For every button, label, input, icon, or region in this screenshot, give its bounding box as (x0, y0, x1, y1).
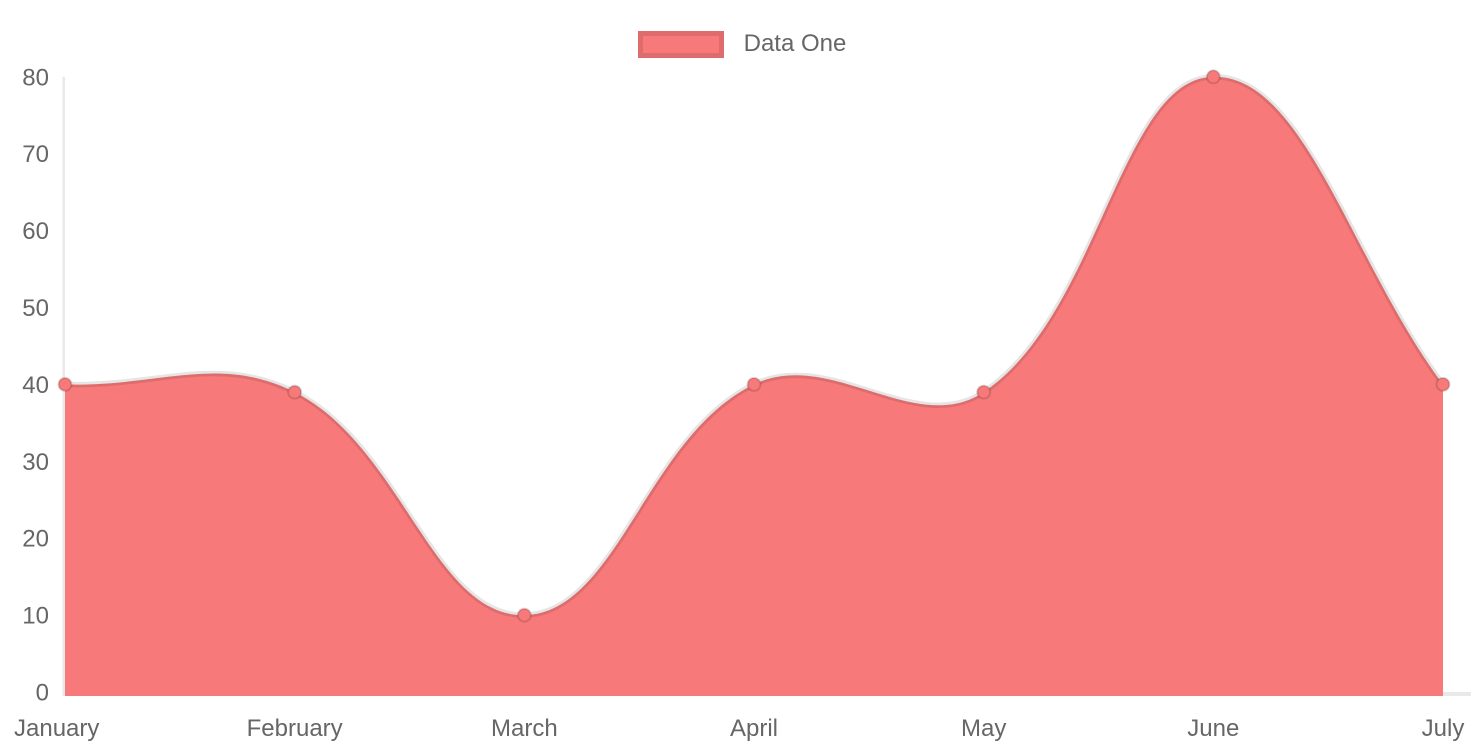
legend-label: Data One (743, 30, 847, 57)
data-point-may[interactable] (976, 384, 992, 400)
data-point-july[interactable] (1435, 376, 1451, 392)
data-point-february[interactable] (287, 384, 303, 400)
legend: Data One (0, 30, 1484, 58)
x-tick-label: June (1187, 715, 1239, 742)
y-tick-label: 50 (22, 295, 49, 322)
y-tick-label: 70 (22, 141, 49, 168)
x-tick-label: May (961, 715, 1006, 742)
x-tick-label: March (491, 715, 558, 742)
y-tick-label: 40 (22, 372, 49, 399)
y-tick-label: 10 (22, 603, 49, 630)
y-tick-label: 60 (22, 218, 49, 245)
data-points (57, 69, 1451, 623)
data-point-january[interactable] (57, 376, 73, 392)
legend-item-data-one[interactable]: Data One (637, 30, 847, 58)
y-tick-label: 0 (36, 680, 49, 707)
tick-labels: 0 10 20 30 40 50 60 70 80 January February March Apr… (14, 64, 1464, 742)
x-tick-label: April (730, 715, 778, 742)
legend-swatch-icon (637, 30, 724, 58)
y-tick-label: 30 (22, 449, 49, 476)
x-tick-label: January (14, 715, 99, 742)
data-point-april[interactable] (746, 376, 762, 392)
y-tick-label: 80 (22, 64, 49, 91)
y-tick-label: 20 (22, 526, 49, 553)
data-point-march[interactable] (516, 607, 532, 623)
data-point-june[interactable] (1205, 69, 1221, 85)
x-tick-label: July (1422, 715, 1465, 742)
series-line (62, 74, 1446, 618)
x-tick-label: February (247, 715, 343, 742)
